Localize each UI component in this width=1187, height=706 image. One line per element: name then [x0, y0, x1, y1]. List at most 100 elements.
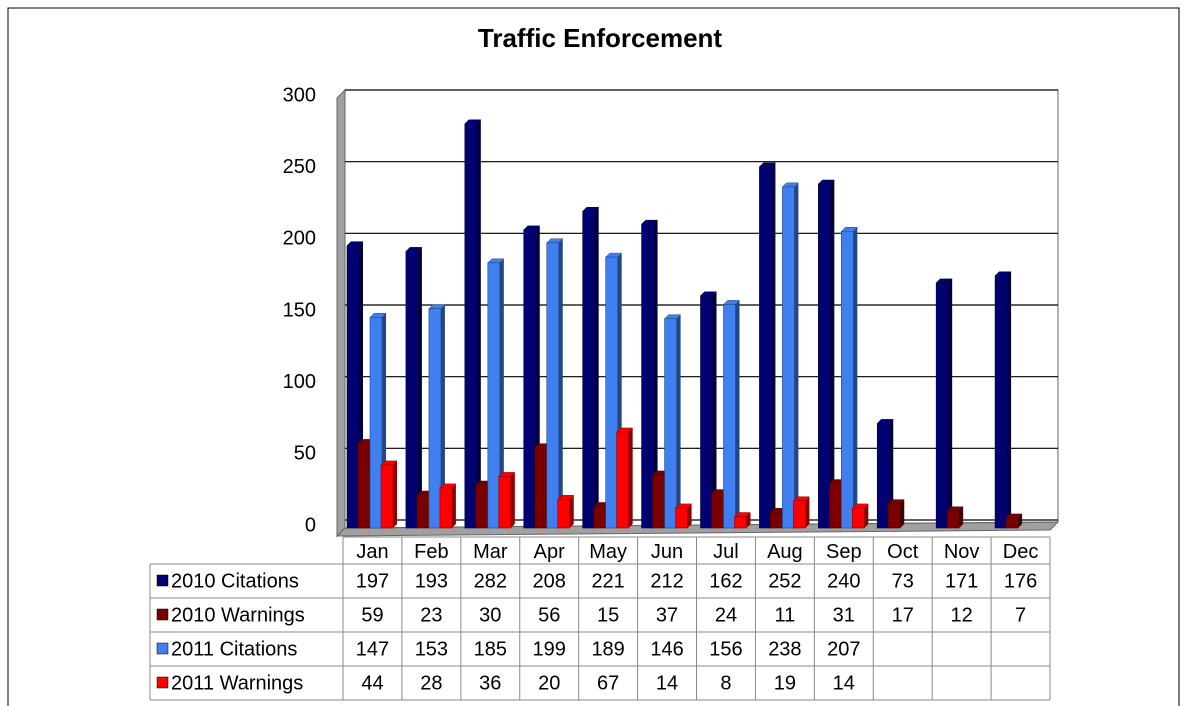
- x-tick-label: Nov: [944, 541, 980, 563]
- table-value: 162: [709, 570, 742, 592]
- table-value: 146: [650, 638, 683, 660]
- bar: [793, 500, 806, 529]
- table-value: 199: [533, 638, 566, 660]
- legend-swatch: [156, 608, 169, 621]
- x-tick-label: Jan: [356, 541, 388, 563]
- y-tick-label: 0: [305, 514, 316, 536]
- table-value: 67: [597, 672, 619, 694]
- bar: [887, 503, 901, 529]
- bar-side: [735, 300, 740, 528]
- x-tick-label: Apr: [534, 541, 565, 563]
- bar: [346, 245, 360, 529]
- table-value: 73: [892, 570, 914, 592]
- bar: [664, 318, 677, 529]
- bar: [734, 516, 747, 529]
- table-value: 207: [827, 638, 860, 660]
- bar-side: [628, 427, 633, 528]
- bar: [994, 275, 1008, 529]
- table-value: 240: [827, 570, 860, 592]
- x-tick-label: Jul: [713, 541, 739, 563]
- bar-side: [510, 472, 515, 528]
- bar: [675, 507, 688, 529]
- bar-side: [499, 258, 504, 528]
- bar-side: [653, 220, 658, 528]
- bar: [935, 282, 949, 529]
- table-value: 14: [656, 672, 678, 694]
- bar-side: [830, 180, 835, 528]
- table-value: 147: [356, 638, 389, 660]
- bar-side: [687, 503, 692, 528]
- bar-side: [900, 499, 905, 528]
- bar: [946, 510, 960, 529]
- bar: [616, 431, 629, 529]
- bar-side: [794, 182, 799, 528]
- bar: [770, 511, 783, 529]
- bar: [405, 251, 419, 529]
- bar-side: [476, 119, 481, 529]
- table-value: 8: [720, 672, 731, 694]
- table-value: 153: [415, 638, 448, 660]
- bar: [546, 242, 560, 529]
- bar: [876, 423, 890, 529]
- x-tick-label: Jun: [651, 541, 683, 563]
- table-value: 59: [361, 604, 383, 626]
- y-tick-label: 200: [283, 228, 316, 250]
- legend-label: 2011 Warnings: [171, 672, 303, 694]
- table-value: 20: [538, 672, 560, 694]
- x-tick-label: Dec: [1003, 541, 1039, 563]
- bar: [652, 474, 665, 529]
- table-value: 37: [656, 604, 678, 626]
- bar: [369, 316, 383, 529]
- table-value: 193: [415, 570, 448, 592]
- table-value: 14: [833, 672, 855, 694]
- bar-side: [569, 495, 574, 528]
- bar-side: [712, 291, 717, 528]
- bar: [700, 295, 713, 529]
- bar: [1005, 517, 1019, 529]
- table-value: 56: [538, 604, 560, 626]
- bar: [782, 186, 795, 529]
- table-value: 197: [356, 570, 389, 592]
- legend-label: 2011 Citations: [171, 638, 297, 660]
- y-tick-label: 100: [283, 371, 316, 393]
- bar: [829, 483, 842, 529]
- legend-swatch: [156, 642, 169, 655]
- bar: [818, 183, 831, 529]
- bar: [605, 256, 618, 529]
- table-value: 185: [474, 638, 507, 660]
- bar-side: [676, 314, 681, 528]
- legend-swatch: [156, 574, 169, 587]
- table-value: 176: [1004, 570, 1037, 592]
- bar: [841, 231, 854, 529]
- table-value: 24: [715, 604, 737, 626]
- bar-side: [959, 506, 964, 528]
- table-value: 171: [945, 570, 978, 592]
- table-value: 252: [768, 570, 801, 592]
- bar: [523, 229, 537, 529]
- bar: [711, 493, 724, 529]
- x-tick-label: Aug: [767, 541, 803, 563]
- bar: [759, 166, 772, 529]
- side-wall: [336, 88, 346, 538]
- table-value: 11: [774, 604, 795, 626]
- table-value: 7: [1015, 604, 1026, 626]
- bar: [439, 487, 453, 529]
- table-value: 19: [774, 672, 796, 694]
- x-tick-label: Mar: [473, 541, 508, 563]
- chart-title: Traffic Enforcement: [478, 23, 723, 53]
- bar-side: [1007, 271, 1012, 528]
- bar: [534, 447, 548, 529]
- bar-side: [1018, 513, 1023, 528]
- bar-side: [805, 496, 810, 528]
- bar-side: [746, 512, 751, 528]
- bar: [498, 476, 512, 529]
- bar-side: [853, 227, 858, 529]
- bar: [582, 210, 595, 529]
- table-value: 17: [892, 604, 914, 626]
- bar-side: [771, 162, 776, 529]
- legend-label: 2010 Citations: [171, 570, 299, 592]
- bar: [464, 123, 478, 529]
- table-value: 44: [361, 672, 383, 694]
- bar-side: [417, 247, 422, 528]
